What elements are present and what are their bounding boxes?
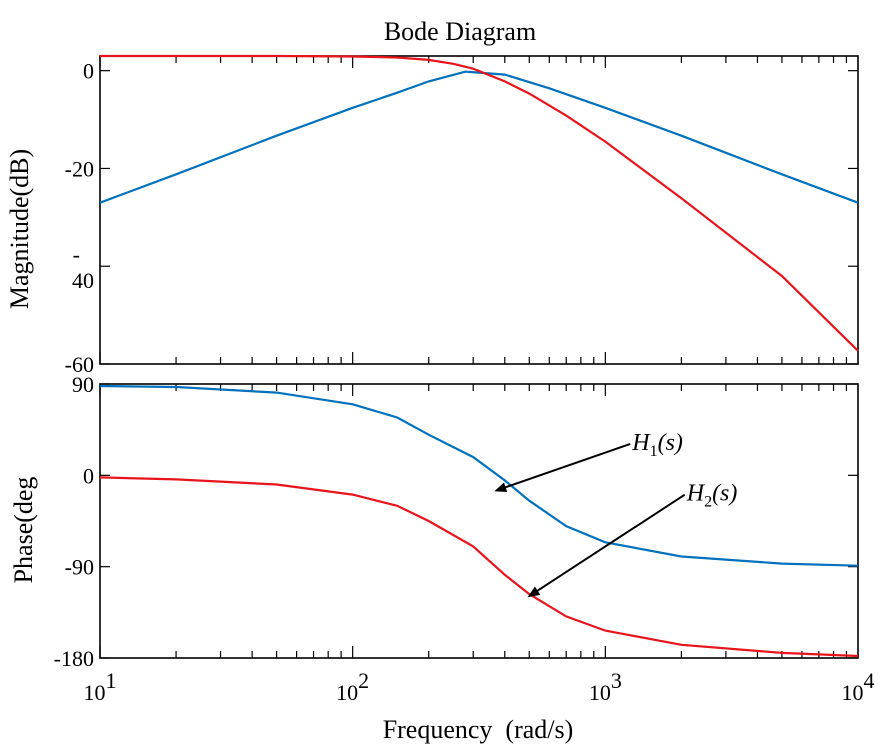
magnitude-y-tick-label: -40	[72, 242, 94, 293]
magnitude-axes-frame	[99, 55, 859, 365]
annotation-label-h2: H2(s)	[686, 481, 738, 511]
phase-curve-h1s	[99, 384, 859, 567]
phase-y-tick-label: 90	[72, 372, 94, 397]
phase-curve-h2s	[99, 476, 859, 658]
phase-ticks	[99, 383, 858, 659]
magnitude-ticks	[99, 56, 858, 365]
magnitude-y-tick-label: -60	[65, 352, 94, 377]
x-tick-label: 103	[589, 668, 622, 705]
annotation-label-h1: H1(s)	[631, 430, 683, 460]
chart-title: Bode Diagram	[384, 17, 536, 46]
x-axis-label: Frequency (rad/s)	[383, 715, 574, 744]
x-tick-labels: 101 102 103 104	[84, 668, 875, 705]
x-tick-label: 101	[84, 668, 117, 705]
phase-y-tick-label: -180	[54, 646, 94, 671]
phase-y-tick-label: -90	[65, 555, 94, 580]
x-tick-label: 104	[842, 668, 875, 705]
annotations: H1(s)H2(s)	[494, 430, 738, 598]
phase-axes-frame	[99, 383, 859, 659]
phase-y-tick-labels: 90 0 -90 -180	[54, 372, 94, 671]
phase-y-tick-label: 0	[83, 463, 94, 488]
annotation-arrow-h1	[494, 443, 631, 492]
magnitude-curve-h2s	[100, 54, 859, 352]
phase-y-axis-label: Phase(deg	[9, 477, 38, 584]
magnitude-curve-h1s	[99, 70, 859, 204]
magnitude-y-axis-label: Magnitude(dB)	[5, 149, 34, 309]
magnitude-y-tick-labels: 0 -20 -40 -60	[65, 59, 94, 377]
magnitude-curves	[99, 54, 859, 352]
magnitude-y-tick-label: -20	[65, 156, 94, 181]
phase-curves	[99, 384, 859, 658]
magnitude-y-tick-label: 0	[83, 59, 94, 84]
x-tick-label: 102	[336, 668, 369, 705]
annotation-arrow-h2	[527, 493, 686, 598]
